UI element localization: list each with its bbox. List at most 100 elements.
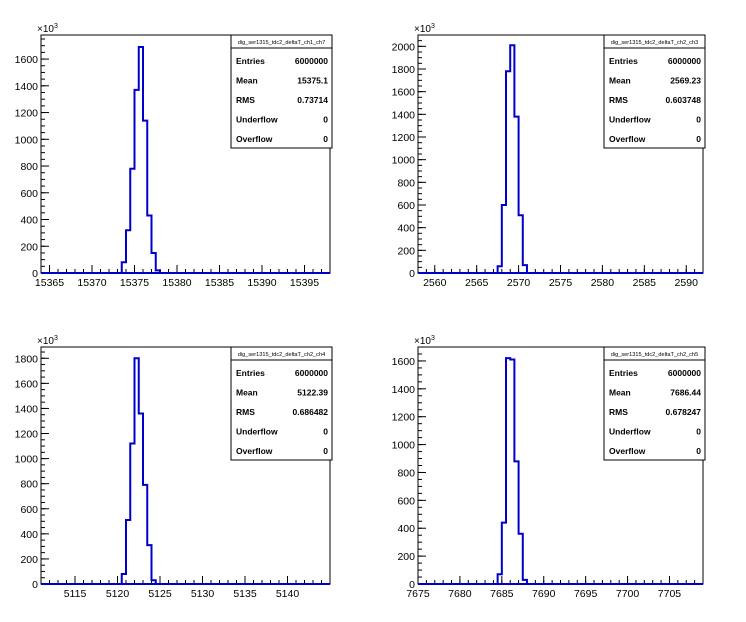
y-exponent-label: ×103 xyxy=(37,23,58,35)
stats-mean-value: 2569.23 xyxy=(670,76,701,86)
y-tick-label: 800 xyxy=(20,479,38,491)
y-tick-label: 800 xyxy=(397,467,415,479)
stats-entries-label: Entries xyxy=(236,56,265,66)
stats-underflow-label: Underflow xyxy=(236,427,278,437)
y-tick-label: 1400 xyxy=(392,109,416,121)
stats-mean-value: 15375.1 xyxy=(297,76,328,86)
y-tick-label: 400 xyxy=(397,523,415,535)
stats-underflow-value: 0 xyxy=(323,115,328,125)
stats-overflow-label: Overflow xyxy=(236,446,273,456)
y-exponent-label: ×103 xyxy=(414,335,435,347)
y-tick-label: 1200 xyxy=(15,108,39,120)
stats-box xyxy=(603,34,706,149)
stats-mean-label: Mean xyxy=(609,76,631,86)
y-tick-label: 600 xyxy=(397,200,415,212)
y-tick-label: 1000 xyxy=(392,155,416,167)
stats-underflow-value: 0 xyxy=(696,115,701,125)
histogram-panel-1: 0 200 400 600 800 1000 1200 1400 1600 15365 15370 1… xyxy=(15,23,333,289)
x-tick-label: 15380 xyxy=(162,277,191,289)
y-exponent-label: ×103 xyxy=(414,23,435,35)
y-tick-label: 1600 xyxy=(15,54,39,66)
x-tick-label: 2570 xyxy=(507,277,531,289)
histogram-panel-3: 0 200 400 600 800 1000 1200 1400 1600 1800 5115 512… xyxy=(15,335,333,600)
y-tick-label: 1800 xyxy=(15,353,39,365)
x-tick-label: 5135 xyxy=(233,588,257,600)
histogram-line xyxy=(120,46,161,273)
y-tick-label: 200 xyxy=(397,245,415,257)
x-tick-label: 2590 xyxy=(675,277,699,289)
x-tick-label: 5125 xyxy=(148,588,172,600)
stats-entries-value: 6000000 xyxy=(668,368,701,378)
stats-overflow-value: 0 xyxy=(323,134,328,144)
y-tick-label: 200 xyxy=(20,554,38,566)
y-tick-label: 600 xyxy=(20,504,38,516)
x-tick-label: 7695 xyxy=(574,588,598,600)
y-tick-label: 1600 xyxy=(392,87,416,99)
x-tick-label: 2575 xyxy=(549,277,573,289)
x-tick-label: 5140 xyxy=(276,588,300,600)
stats-rms-value: 0.678247 xyxy=(666,407,702,417)
x-tick-label: 7700 xyxy=(616,588,640,600)
y-tick-label: 1400 xyxy=(15,403,39,415)
stats-underflow-value: 0 xyxy=(696,427,701,437)
stats-underflow-label: Underflow xyxy=(609,115,651,125)
y-tick-label: 0 xyxy=(409,579,415,591)
x-tick-label: 2585 xyxy=(633,277,657,289)
stats-title: dig_ser1315_tdc2_deltaT_ch1_ch7 xyxy=(238,40,325,46)
stats-title: dig_ser1315_tdc2_deltaT_ch2_ch5 xyxy=(611,352,698,358)
y-tick-label: 800 xyxy=(397,177,415,189)
stats-rms-label: RMS xyxy=(609,95,628,105)
x-tick-label: 5120 xyxy=(106,588,130,600)
y-tick-label: 0 xyxy=(409,268,415,280)
stats-entries-value: 6000000 xyxy=(295,56,328,66)
stats-entries-label: Entries xyxy=(609,368,638,378)
x-tick-label: 5115 xyxy=(64,588,87,600)
stats-overflow-value: 0 xyxy=(696,446,701,456)
x-tick-label: 15370 xyxy=(77,277,106,289)
histogram-line xyxy=(496,357,528,584)
histogram-line xyxy=(120,357,157,584)
y-tick-label: 200 xyxy=(397,551,415,563)
stats-mean-label: Mean xyxy=(236,76,258,86)
x-tick-label: 15395 xyxy=(290,277,319,289)
histogram-panel-4: 0 200 400 600 800 1000 1200 1400 1600 7675 7680 768… xyxy=(392,335,706,600)
stats-mean-value: 5122.39 xyxy=(297,388,328,398)
y-tick-label: 1000 xyxy=(15,134,39,146)
y-tick-label: 400 xyxy=(20,529,38,541)
y-tick-label: 1600 xyxy=(392,356,416,368)
y-tick-label: 1400 xyxy=(392,384,416,396)
stats-underflow-label: Underflow xyxy=(236,115,278,125)
stats-title: dig_ser1315_tdc2_deltaT_ch2_ch4 xyxy=(238,352,325,358)
x-tick-label: 7690 xyxy=(532,588,556,600)
x-tick-label: 15365 xyxy=(35,277,64,289)
stats-rms-value: 0.603748 xyxy=(666,95,702,105)
stats-overflow-value: 0 xyxy=(696,134,701,144)
y-tick-label: 0 xyxy=(32,579,38,591)
x-tick-label: 2560 xyxy=(423,277,447,289)
x-tick-label: 7675 xyxy=(406,588,430,600)
stats-entries-label: Entries xyxy=(236,368,265,378)
y-tick-label: 2000 xyxy=(392,41,416,53)
stats-rms-label: RMS xyxy=(236,95,255,105)
stats-rms-value: 0.73714 xyxy=(297,95,328,105)
y-tick-label: 1000 xyxy=(392,440,416,452)
stats-overflow-label: Overflow xyxy=(609,446,646,456)
x-tick-label: 7680 xyxy=(448,588,472,600)
stats-box xyxy=(230,34,333,149)
stats-underflow-label: Underflow xyxy=(609,427,651,437)
stats-entries-value: 6000000 xyxy=(295,368,328,378)
x-tick-label: 15375 xyxy=(120,277,149,289)
stats-title: dig_ser1315_tdc2_deltaT_ch2_ch3 xyxy=(611,40,698,46)
stats-box xyxy=(230,346,333,461)
x-tick-label: 5130 xyxy=(191,588,215,600)
y-tick-label: 1200 xyxy=(392,412,416,424)
histogram-line xyxy=(496,44,528,273)
x-tick-label: 2565 xyxy=(465,277,489,289)
stats-mean-value: 7686.44 xyxy=(670,388,701,398)
stats-rms-value: 0.686482 xyxy=(293,407,329,417)
y-tick-label: 1400 xyxy=(15,81,39,93)
stats-underflow-value: 0 xyxy=(323,427,328,437)
y-tick-label: 800 xyxy=(20,161,38,173)
stats-mean-label: Mean xyxy=(609,388,631,398)
